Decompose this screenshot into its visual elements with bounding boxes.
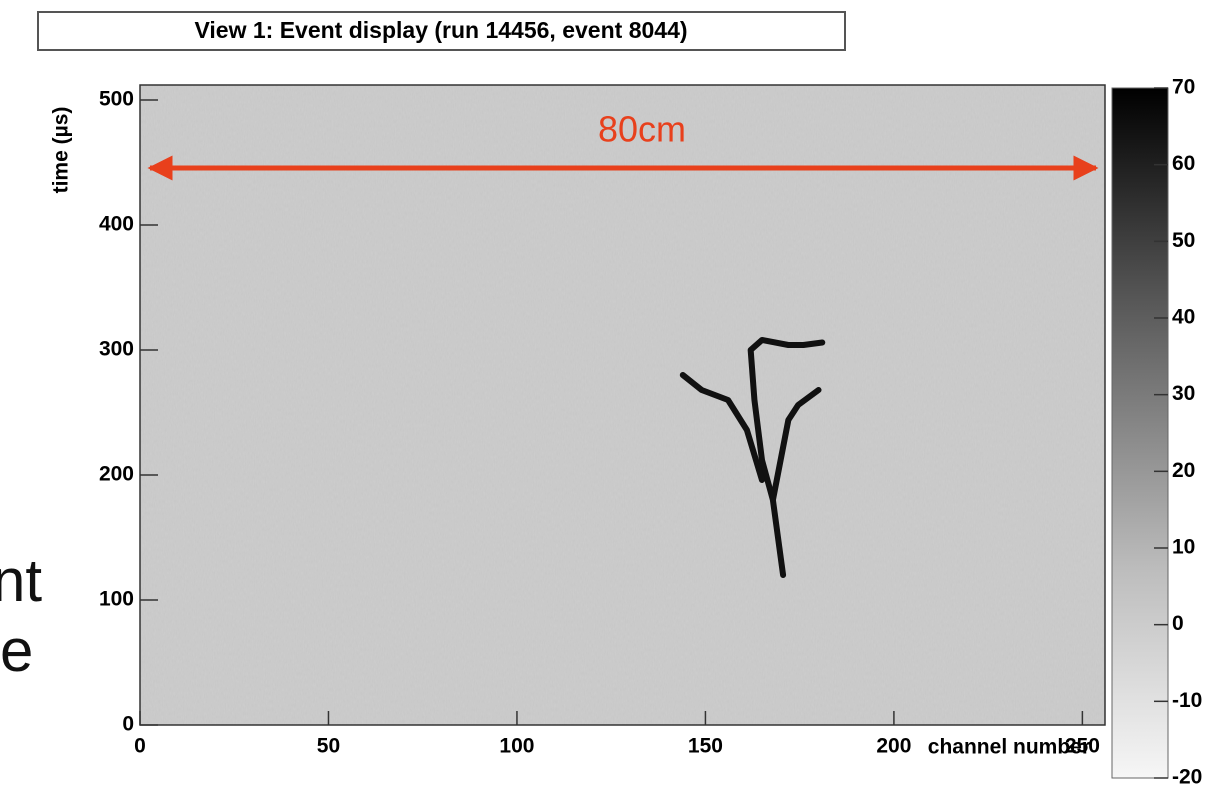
y-tick-label: 400 (99, 213, 134, 236)
plot-area (140, 85, 1105, 725)
z-tick-label: -20 (1172, 766, 1202, 787)
y-axis-label: time (µs) (50, 107, 73, 194)
z-tick-label: 20 (1172, 459, 1195, 482)
z-tick-label: 70 (1172, 76, 1195, 99)
x-tick-label: 150 (688, 735, 723, 758)
track (769, 387, 822, 503)
title-box (37, 11, 846, 51)
colorbar (1111, 87, 1169, 779)
z-tick-label: -10 (1172, 689, 1202, 712)
x-tick-label: 50 (317, 735, 340, 758)
chart-title: View 1: Event display (run 14456, event … (194, 17, 687, 43)
y-tick-label: 300 (99, 338, 134, 361)
z-tick-label: 0 (1172, 612, 1184, 635)
x-tick-label: 200 (876, 735, 911, 758)
x-tick-label: 100 (499, 735, 534, 758)
side-text: nt (0, 547, 42, 614)
annotation: 80cm (598, 109, 686, 150)
track (679, 372, 765, 483)
side-text: e (0, 617, 33, 684)
x-tick-label: 0 (134, 735, 146, 758)
x-tick-label: 250 (1065, 735, 1100, 758)
z-tick-label: 40 (1172, 306, 1195, 329)
y-tick-label: 200 (99, 463, 134, 486)
y-tick-label: 0 (122, 713, 134, 736)
z-tick-label: 50 (1172, 229, 1195, 252)
plot-frame (139, 84, 1106, 726)
z-tick-label: 30 (1172, 382, 1195, 405)
noise (140, 85, 1105, 725)
y-tick-label: 500 (99, 88, 134, 111)
track (747, 337, 826, 578)
x-axis-label: channel number (928, 736, 1090, 759)
z-tick-label: 10 (1172, 536, 1195, 559)
z-tick-label: 60 (1172, 152, 1195, 175)
y-tick-label: 100 (99, 588, 134, 611)
